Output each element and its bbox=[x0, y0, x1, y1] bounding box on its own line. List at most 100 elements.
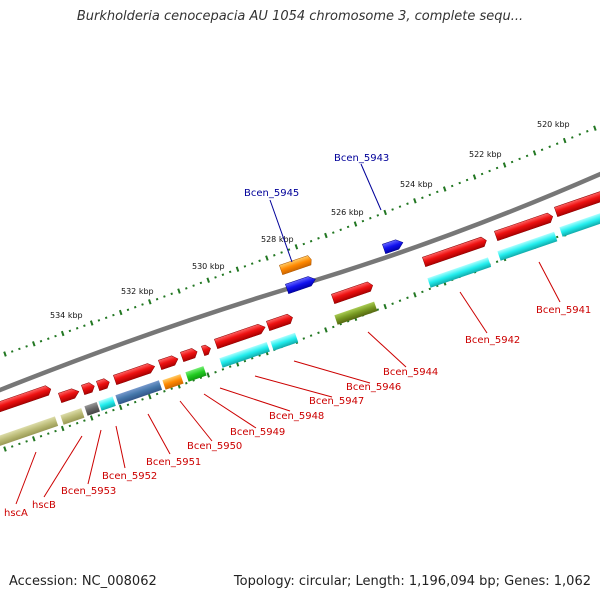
ruler-tick-inner bbox=[391, 302, 394, 305]
gene-label-bcen5941[interactable]: Bcen_5941 bbox=[536, 305, 591, 316]
leader-line-bcen5946 bbox=[293, 360, 371, 384]
ruler-tick-inner bbox=[75, 421, 79, 425]
feature-bcen5941-product[interactable] bbox=[497, 231, 558, 261]
ruler-labels: 520 kbp 522 kbp 524 kbp 526 kbp 528 kbp … bbox=[50, 120, 570, 320]
gene-label-bcen5953[interactable]: Bcen_5953 bbox=[61, 486, 116, 497]
accession-text: Accession: NC_008062 bbox=[9, 574, 157, 589]
ruler-tick-inner bbox=[39, 434, 43, 438]
ruler-tick-outer bbox=[421, 196, 424, 200]
ruler-tick-outer bbox=[361, 219, 365, 223]
ruler-tick-inner bbox=[89, 415, 94, 421]
ruler-tick-outer bbox=[235, 266, 240, 272]
ruler-tick-outer bbox=[54, 334, 57, 338]
gene-label-bcen5949[interactable]: Bcen_5949 bbox=[230, 427, 285, 438]
feature-bcen5947-product[interactable] bbox=[219, 341, 270, 368]
leader-line-hscA bbox=[15, 451, 37, 505]
ruler-tick-inner bbox=[428, 287, 432, 291]
leader-line-bcen5945 bbox=[269, 199, 293, 263]
ruler-tick-inner bbox=[376, 308, 380, 311]
ruler-tick-inner bbox=[32, 436, 36, 442]
gene-label-bcen5945[interactable]: Bcen_5945 bbox=[244, 188, 299, 199]
ruler-label-526: 526 kbp bbox=[331, 208, 364, 217]
feature-next-product[interactable] bbox=[559, 210, 600, 237]
gene-bcen5950-arrow[interactable] bbox=[158, 354, 179, 371]
ruler-tick-outer bbox=[199, 281, 203, 285]
ruler-tick-outer bbox=[518, 157, 521, 161]
ruler-tick-outer bbox=[578, 133, 582, 136]
ruler-tick-outer bbox=[442, 186, 447, 192]
ruler-tick-inner bbox=[214, 370, 217, 374]
gene-next-arrow[interactable] bbox=[554, 189, 600, 218]
ruler-tick-outer bbox=[273, 254, 276, 257]
topology-summary: Topology: circular; Length: 1,196,094 bp… bbox=[233, 574, 591, 589]
gene-bcen5948-arrow[interactable] bbox=[201, 344, 212, 357]
feature-bcen5942-product[interactable] bbox=[427, 257, 492, 288]
ruler-label-530: 530 kbp bbox=[192, 262, 225, 271]
ruler-tick-outer bbox=[170, 292, 173, 296]
ruler-tick-inner bbox=[243, 359, 247, 363]
feature-hscB-product[interactable] bbox=[60, 408, 85, 425]
ruler-tick-outer bbox=[206, 277, 210, 283]
gene-label-bcen5946[interactable]: Bcen_5946 bbox=[346, 382, 401, 393]
ruler-tick-outer bbox=[383, 209, 387, 216]
ruler-tick-outer bbox=[185, 287, 188, 290]
gene-bcen5949-arrow[interactable] bbox=[180, 347, 198, 363]
feature-bcen5950-product[interactable] bbox=[162, 374, 184, 390]
gene-label-bcen5944[interactable]: Bcen_5944 bbox=[383, 367, 438, 378]
ruler-tick-outer bbox=[10, 350, 14, 353]
gene-label-bcen5948[interactable]: Bcen_5948 bbox=[269, 411, 324, 422]
gene-hscB-arrow[interactable] bbox=[58, 387, 80, 404]
leader-line-bcen5944 bbox=[367, 331, 407, 368]
feature-bcen5946-product[interactable] bbox=[270, 332, 299, 351]
gene-bcen5945-rna-arrow[interactable] bbox=[285, 275, 317, 295]
ruler-tick-outer bbox=[302, 242, 306, 246]
ruler-label-524: 524 kbp bbox=[400, 180, 433, 189]
feature-bcen5953-product[interactable] bbox=[84, 402, 100, 416]
feature-bcen5949-product[interactable] bbox=[185, 366, 207, 382]
ruler-tick-outer bbox=[148, 299, 152, 305]
ruler-tick-outer bbox=[324, 232, 328, 239]
feature-bcen5951-product[interactable] bbox=[115, 380, 163, 405]
ruler-tick-outer bbox=[317, 237, 320, 240]
leader-line-bcen5948 bbox=[219, 387, 291, 412]
ruler-tick-outer bbox=[141, 303, 144, 306]
ruler-tick-outer bbox=[346, 225, 350, 229]
ruler-tick-outer bbox=[586, 130, 589, 133]
gene-label-hscB[interactable]: hscB bbox=[32, 500, 56, 511]
gene-bcen5941-arrow[interactable] bbox=[494, 212, 554, 242]
ruler-label-522: 522 kbp bbox=[469, 150, 502, 159]
ruler-tick-outer bbox=[555, 142, 559, 145]
ruler-tick-inner bbox=[228, 365, 232, 368]
ruler-tick-inner bbox=[324, 327, 328, 333]
gene-label-bcen5950[interactable]: Bcen_5950 bbox=[187, 441, 242, 452]
ruler-tick-outer bbox=[83, 324, 86, 327]
gene-bcen5943-arrow[interactable] bbox=[382, 238, 404, 255]
ruler-tick-outer bbox=[398, 205, 402, 208]
gene-bcen5946-arrow[interactable] bbox=[266, 313, 294, 332]
feature-hscA-product[interactable] bbox=[0, 416, 59, 447]
gene-label-hscA[interactable]: hscA bbox=[4, 508, 28, 519]
gene-bcen5944-arrow[interactable] bbox=[331, 281, 374, 305]
feature-bcen5952-product[interactable] bbox=[98, 396, 116, 411]
ruler-tick-outer bbox=[369, 216, 372, 220]
gene-label-bcen5947[interactable]: Bcen_5947 bbox=[309, 396, 364, 407]
ruler-tick-outer bbox=[287, 248, 291, 251]
gene-hscA-arrow[interactable] bbox=[0, 384, 52, 414]
gene-bcen5942-arrow[interactable] bbox=[422, 236, 488, 268]
gene-label-bcen5951[interactable]: Bcen_5951 bbox=[146, 457, 201, 468]
gene-bcen5953-arrow[interactable] bbox=[81, 381, 96, 396]
gene-bcen5951-arrow[interactable] bbox=[113, 362, 156, 386]
gene-bcen5952-arrow[interactable] bbox=[96, 377, 111, 392]
ruler-tick-outer bbox=[562, 137, 567, 144]
gene-bcen5947-arrow[interactable] bbox=[214, 322, 266, 350]
gene-label-bcen5943[interactable]: Bcen_5943 bbox=[334, 153, 389, 164]
ruler-tick-outer bbox=[228, 270, 232, 274]
gene-bcen5945-arrow[interactable] bbox=[279, 255, 313, 276]
ruler-label-528: 528 kbp bbox=[261, 235, 294, 244]
gene-label-bcen5942[interactable]: Bcen_5942 bbox=[465, 335, 520, 346]
feature-bcen5944-product[interactable] bbox=[334, 301, 378, 325]
gene-label-bcen5952[interactable]: Bcen_5952 bbox=[102, 471, 157, 482]
ruler-tick-inner bbox=[83, 419, 86, 422]
ruler-tick-inner bbox=[155, 392, 159, 396]
